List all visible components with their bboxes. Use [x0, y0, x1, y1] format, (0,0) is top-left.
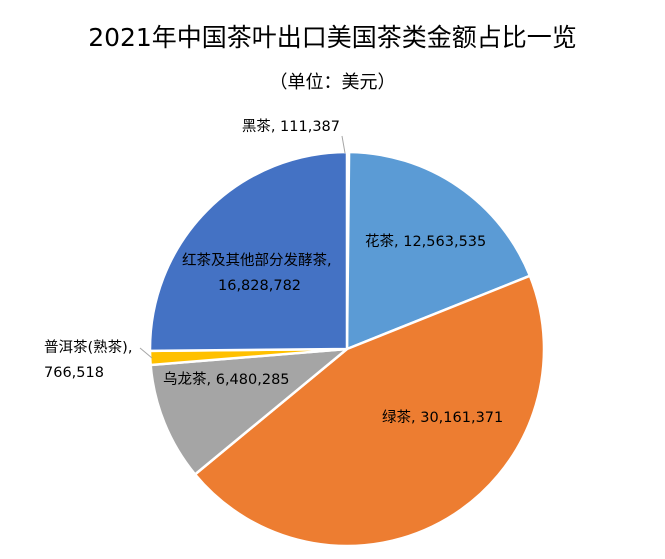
slice-label-huacha: 花茶, 12,563,535 — [365, 233, 486, 250]
label-separator: , — [394, 234, 403, 250]
slice-label-line: 红茶及其他部分发酵茶, — [182, 252, 332, 269]
pie-slice-lvcha — [193, 274, 546, 548]
slice-name: 绿茶 — [382, 409, 411, 426]
pie-slice-huacha — [345, 150, 532, 351]
chart-title: 2021年中国茶叶出口美国茶类金额占比一览 — [88, 23, 577, 52]
slice-label-line: 普洱茶(熟茶), — [44, 339, 132, 356]
slice-value: 30,161,371 — [420, 410, 503, 426]
slice-label-line: 黑茶, 111,387 — [242, 118, 340, 135]
chart-subtitle: （单位：美元） — [269, 72, 396, 93]
pie-slices — [148, 150, 546, 548]
slice-value: 766,518 — [44, 365, 104, 381]
slice-label-hongcha: 红茶及其他部分发酵茶, 16,828,782 — [182, 252, 332, 294]
label-separator: , — [128, 340, 133, 356]
slice-value: 12,563,535 — [403, 234, 486, 250]
leader-line-puercha — [139, 347, 153, 359]
slice-label-heicha: 黑茶, 111,387 — [242, 118, 340, 135]
slice-name: 黑茶 — [242, 118, 271, 135]
slice-value: 6,480,285 — [216, 372, 290, 388]
slice-label-line: 16,828,782 — [218, 278, 301, 294]
leader-lines — [139, 135, 346, 359]
slice-value: 111,387 — [280, 119, 340, 135]
pie-slice-hongcha — [148, 150, 349, 353]
pie-slice-wulongcha — [149, 347, 349, 476]
slice-name: 花茶 — [365, 233, 394, 250]
slice-label-line: 766,518 — [44, 365, 104, 381]
slice-labels: 黑茶, 111,387 花茶, 12,563,535 绿茶, 30,161,371 乌… — [44, 118, 503, 426]
slice-name: 红茶及其他部分发酵茶 — [182, 252, 327, 269]
slice-name: 普洱茶(熟茶) — [44, 339, 128, 356]
slice-name: 乌龙茶 — [163, 371, 207, 388]
slice-value: 16,828,782 — [218, 278, 301, 294]
leader-line-heicha — [341, 135, 346, 154]
slice-label-line: 乌龙茶, 6,480,285 — [163, 371, 290, 388]
label-separator: , — [207, 372, 216, 388]
slice-label-line: 花茶, 12,563,535 — [365, 233, 486, 250]
label-separator: , — [327, 253, 332, 269]
label-separator: , — [411, 410, 420, 426]
slice-label-puercha: 普洱茶(熟茶), 766,518 — [44, 339, 132, 381]
label-separator: , — [271, 119, 280, 135]
slice-label-wulongcha: 乌龙茶, 6,480,285 — [163, 371, 290, 388]
slice-label-line: 绿茶, 30,161,371 — [382, 409, 503, 426]
slice-label-lvcha: 绿茶, 30,161,371 — [382, 409, 503, 426]
